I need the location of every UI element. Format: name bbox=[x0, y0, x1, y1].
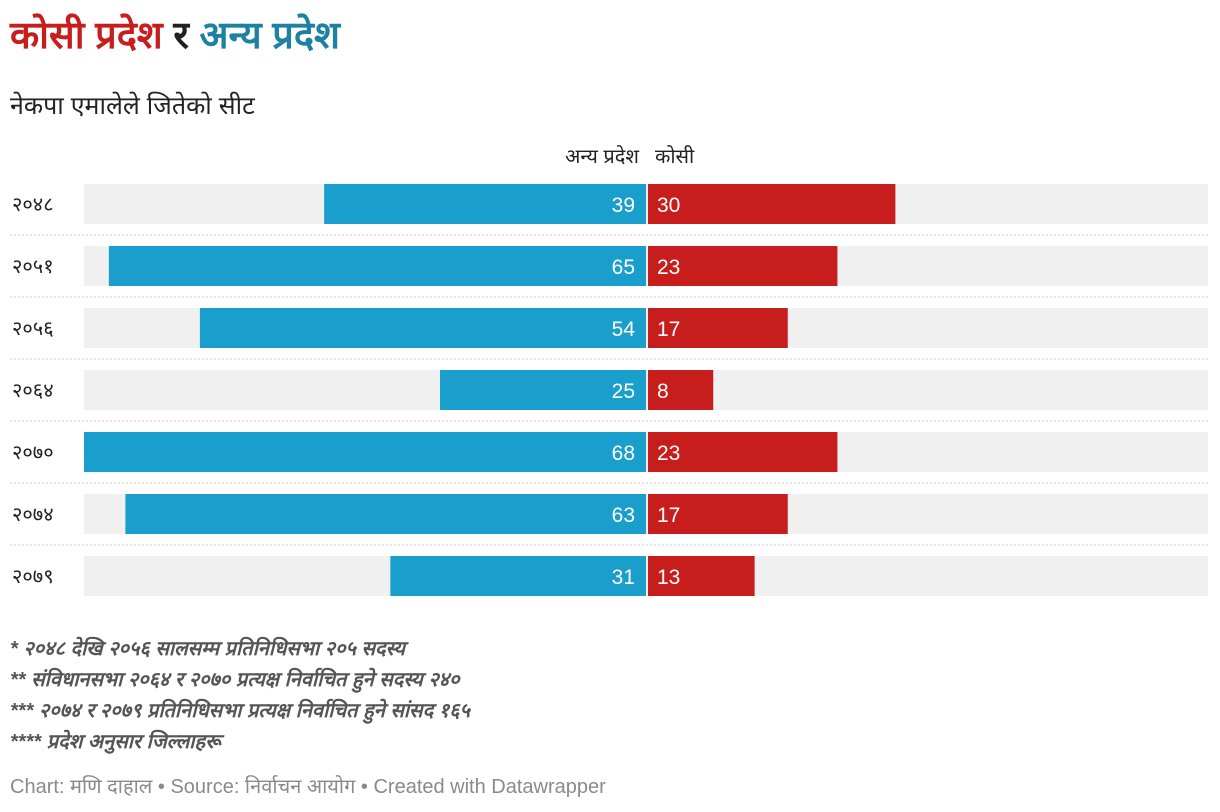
bar-other bbox=[440, 370, 646, 410]
category-label: २०६४ bbox=[12, 380, 54, 402]
value-label-kosi: 23 bbox=[657, 442, 680, 465]
bar-other bbox=[108, 246, 646, 286]
category-label: २०७४ bbox=[12, 504, 54, 526]
value-label-kosi: 30 bbox=[657, 194, 680, 217]
note-3: *** २०७४ र २०७९ प्रतिनिधिसभा प्रत्यक्ष न… bbox=[10, 700, 470, 722]
title-kosi: कोसी प्रदेश bbox=[10, 15, 163, 57]
bar-other bbox=[390, 556, 646, 596]
title-other-provinces: अन्य प्रदेश bbox=[199, 15, 340, 57]
category-label: २०५१ bbox=[12, 256, 54, 278]
value-label-other: 31 bbox=[612, 566, 635, 589]
value-label-kosi: 17 bbox=[657, 504, 680, 527]
title-conjunction: र bbox=[173, 15, 189, 57]
chart-subtitle: नेकपा एमालेले जितेको सीट bbox=[10, 92, 255, 120]
bar-kosi bbox=[648, 494, 788, 534]
bar-other bbox=[125, 494, 647, 534]
category-label: २०५६ bbox=[12, 318, 54, 340]
note-2: ** संविधानसभा २०६४ र २०७० प्रत्यक्ष निर्… bbox=[10, 669, 460, 691]
value-label-other: 68 bbox=[612, 442, 635, 465]
bar-kosi bbox=[648, 432, 838, 472]
bar-other bbox=[324, 184, 646, 224]
column-header-kosi: कोसी bbox=[655, 145, 695, 168]
value-label-other: 39 bbox=[612, 194, 635, 217]
value-label-kosi: 17 bbox=[657, 318, 680, 341]
column-header-other: अन्य प्रदेश bbox=[565, 145, 639, 168]
category-label: २०७९ bbox=[12, 566, 54, 588]
note-4: **** प्रदेश अनुसार जिल्लाहरू bbox=[10, 731, 221, 753]
chart-byline: Chart: मणि दाहाल • Source: निर्वाचन आयोग… bbox=[10, 776, 606, 798]
bar-kosi bbox=[648, 556, 755, 596]
value-label-kosi: 23 bbox=[657, 256, 680, 279]
bar-kosi bbox=[648, 308, 788, 348]
chart-notes: * २०४८ देखि २०५६ सालसम्म प्रतिनिधिसभा २०… bbox=[10, 634, 470, 758]
value-label-kosi: 13 bbox=[657, 566, 680, 589]
category-label: २०७० bbox=[12, 442, 54, 464]
value-label-other: 63 bbox=[612, 504, 635, 527]
value-label-other: 25 bbox=[612, 380, 635, 403]
bar-other bbox=[84, 432, 646, 472]
value-label-kosi: 8 bbox=[657, 380, 669, 403]
bar-kosi bbox=[648, 370, 714, 410]
bar-kosi bbox=[648, 184, 896, 224]
value-label-other: 54 bbox=[612, 318, 636, 341]
note-1: * २०४८ देखि २०५६ सालसम्म प्रतिनिधिसभा २०… bbox=[10, 638, 405, 660]
category-label: २०४८ bbox=[12, 194, 54, 216]
bar-kosi bbox=[648, 246, 838, 286]
chart-title: कोसी प्रदेश र अन्य प्रदेश bbox=[10, 8, 340, 60]
value-label-other: 65 bbox=[612, 256, 635, 279]
bar-other bbox=[199, 308, 647, 348]
diverging-bar-chart: अन्य प्रदेश कोसी २०४८ 39 30 २०५१ 65 23 २०५६ 54 17 २… bbox=[10, 145, 1208, 596]
